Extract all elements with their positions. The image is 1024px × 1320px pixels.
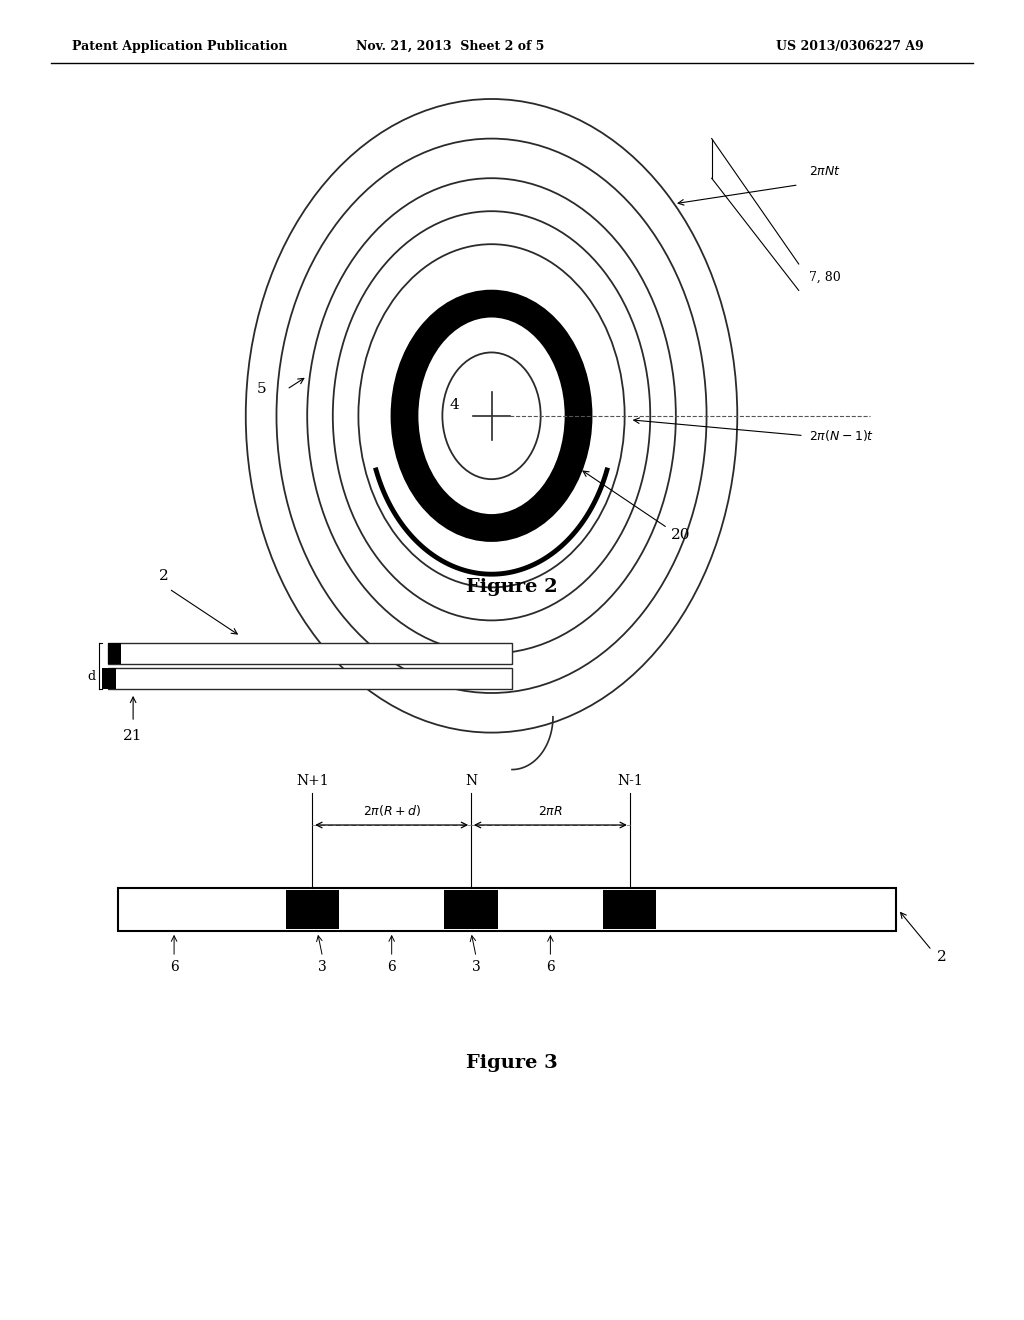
Text: 6: 6 [170, 960, 178, 974]
Circle shape [442, 352, 541, 479]
Text: Nov. 21, 2013  Sheet 2 of 5: Nov. 21, 2013 Sheet 2 of 5 [356, 40, 545, 53]
Text: $2\pi R$: $2\pi R$ [538, 805, 563, 818]
Bar [108, 668, 512, 689]
Text: 7, 80: 7, 80 [809, 271, 841, 284]
Bar [102, 668, 116, 689]
Text: Figure 2: Figure 2 [466, 578, 558, 597]
Text: $2\pi(N-1)t$: $2\pi(N-1)t$ [809, 428, 874, 444]
Text: N: N [465, 774, 477, 788]
Text: 2: 2 [159, 569, 169, 583]
Text: 6: 6 [546, 960, 555, 974]
Bar [286, 890, 339, 929]
Text: $2\pi(R+d)$: $2\pi(R+d)$ [362, 804, 421, 818]
Bar [603, 890, 656, 929]
Text: N+1: N+1 [296, 774, 329, 788]
Text: 6: 6 [387, 960, 396, 974]
Bar [118, 888, 896, 931]
Text: 3: 3 [472, 960, 480, 974]
Text: Patent Application Publication: Patent Application Publication [72, 40, 287, 53]
Text: d: d [87, 671, 95, 682]
Text: 2: 2 [937, 950, 947, 964]
Text: N-1: N-1 [616, 774, 643, 788]
Bar [108, 643, 512, 664]
Text: 21: 21 [123, 729, 143, 743]
Text: 5: 5 [257, 383, 266, 396]
Text: 20: 20 [671, 528, 690, 541]
Text: $2\pi Nt$: $2\pi Nt$ [809, 165, 841, 178]
Text: Figure 3: Figure 3 [466, 1053, 558, 1072]
Text: 4: 4 [449, 399, 459, 412]
Bar [444, 890, 498, 929]
Text: US 2013/0306227 A9: US 2013/0306227 A9 [776, 40, 924, 53]
Text: 3: 3 [318, 960, 327, 974]
Bar [108, 643, 121, 664]
Circle shape [433, 341, 550, 491]
